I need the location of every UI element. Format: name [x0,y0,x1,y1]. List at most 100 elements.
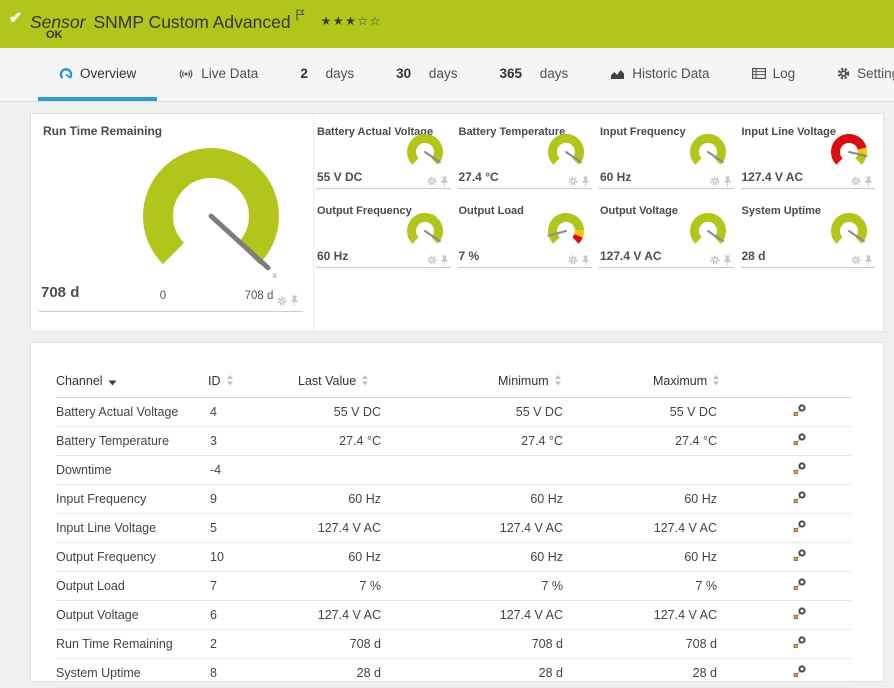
gauge-tile-input-frequency[interactable]: Input Frequency 60 Hz [599,123,734,189]
channel-settings-icon[interactable] [793,636,806,649]
flag-icon[interactable] [296,5,305,25]
channel-settings-icon[interactable] [793,462,806,475]
channel-settings-icon[interactable] [793,404,806,417]
table-row[interactable]: Battery Actual Voltage 4 55 V DC 55 V DC 55 … [56,397,851,427]
gauge-value: 708 d [41,284,80,301]
gear-icon[interactable] [710,255,720,266]
gear-icon [837,67,850,80]
pin-icon[interactable] [290,293,299,311]
gauge-tile-output-load[interactable]: Output Load 7 % [457,202,592,268]
cell-id: 5 [208,513,298,543]
gauge-tile-output-frequency[interactable]: Output Frequency 60 Hz [316,202,451,268]
cell-last: 55 V DC [298,397,498,427]
gauge-value: 60 Hz [600,170,632,184]
cell-id: 10 [208,542,298,572]
tab-365-days[interactable]: 365 days [478,48,589,101]
gauge-scale-max: 708 d [244,290,274,302]
column-label: Maximum [653,374,708,388]
gauge-title: Output Frequency [317,205,412,217]
gauge-tile-output-voltage[interactable]: Output Voltage 127.4 V AC [599,202,734,268]
pin-icon[interactable] [864,255,873,266]
channels-table: Channel ID Last Value Minimum Maximum Batter… [56,369,851,688]
column-header-last-value[interactable]: Last Value [298,369,498,398]
tab-live-data[interactable]: Live Data [157,48,279,101]
gauge-tile-battery-actual-voltage[interactable]: Battery Actual Voltage 55 V DC [316,123,451,189]
main-gauge-run-time-remaining[interactable]: Run Time Remaining x 0 708 d 708 d [31,114,314,331]
gauge-chart [826,211,872,251]
table-row[interactable]: Battery Temperature 3 27.4 °C 27.4 °C 27.4 °… [56,426,851,456]
tab-2-days[interactable]: 2 days [279,48,375,101]
table-row[interactable]: Input Line Voltage 5 127.4 V AC 127.4 V AC 1… [56,513,851,543]
tab-30-days[interactable]: 30 days [375,48,478,101]
tab-overview[interactable]: Overview [38,48,158,101]
channels-table-panel: Channel ID Last Value Minimum Maximum Batter… [30,342,884,688]
star-filled-icon[interactable]: ★ [345,14,358,28]
gauge-chart [402,211,448,251]
cell-max [653,455,793,485]
pin-icon[interactable] [581,176,590,187]
star-filled-icon[interactable]: ★ [332,14,346,28]
cell-max: 127.4 V AC [653,600,793,630]
tab-label: Live Data [201,66,259,81]
star-empty-icon[interactable]: ☆ [369,14,382,28]
cell-channel: Battery Temperature [56,426,208,456]
table-row[interactable]: System Uptime 8 28 d 28 d 28 d [56,658,851,688]
gear-icon[interactable] [277,293,287,311]
star-empty-icon[interactable]: ☆ [357,14,370,28]
column-header-id[interactable]: ID [208,369,298,398]
channel-settings-icon[interactable] [793,433,806,446]
gauge-icon [59,67,73,80]
table-row[interactable]: Downtime -4 [56,455,851,485]
pin-icon[interactable] [581,255,590,266]
cell-channel: Output Load [56,571,208,601]
pin-icon[interactable] [440,255,449,266]
channel-settings-icon[interactable] [793,491,806,504]
gauge-title: System Uptime [741,205,821,217]
cell-settings [793,600,851,630]
gauge-tile-battery-temperature[interactable]: Battery Temperature 27.4 °C [457,123,592,189]
pin-icon[interactable] [723,255,732,266]
pin-icon[interactable] [723,176,732,187]
cell-last: 127.4 V AC [298,513,498,543]
column-header-channel[interactable]: Channel [56,369,208,398]
live-icon [178,68,194,80]
column-header-maximum[interactable]: Maximum [653,369,793,398]
column-header-minimum[interactable]: Minimum [498,369,653,398]
table-row[interactable]: Output Voltage 6 127.4 V AC 127.4 V AC 127.4… [56,600,851,630]
cell-channel: Input Line Voltage [56,513,208,543]
star-filled-icon[interactable]: ★ [320,14,333,28]
tab-settings[interactable]: Settings [816,48,894,101]
tab-log[interactable]: Log [731,48,817,101]
tab-label: days [539,66,569,81]
gauge-tile-input-line-voltage[interactable]: Input Line Voltage 127.4 V AC [740,123,875,189]
gear-icon[interactable] [851,176,861,187]
chart-icon [610,68,625,80]
table-row[interactable]: Run Time Remaining 2 708 d 708 d 708 d [56,629,851,659]
priority-stars[interactable]: ★★★☆☆ [321,14,382,28]
channel-settings-icon[interactable] [793,665,806,678]
gear-icon[interactable] [568,255,578,266]
pin-icon[interactable] [440,176,449,187]
table-row[interactable]: Output Load 7 7 % 7 % 7 % [56,571,851,601]
gear-icon[interactable] [851,255,861,266]
table-row[interactable]: Output Frequency 10 60 Hz 60 Hz 60 Hz [56,542,851,572]
cell-id: 7 [208,571,298,601]
pin-icon[interactable] [864,176,873,187]
channel-settings-icon[interactable] [793,520,806,533]
table-row[interactable]: Input Frequency 9 60 Hz 60 Hz 60 Hz [56,484,851,514]
tab-historic-data[interactable]: Historic Data [589,48,730,101]
gear-icon[interactable] [710,176,720,187]
gauge-tile-system-uptime[interactable]: System Uptime 28 d [740,202,875,268]
channel-settings-icon[interactable] [793,578,806,591]
gauge-title: Output Load [458,205,524,217]
cell-min: 27.4 °C [498,426,653,456]
cell-max: 27.4 °C [653,426,793,456]
cell-max: 7 % [653,571,793,601]
sensor-name: SNMP Custom Advanced [93,12,291,32]
gear-icon[interactable] [568,176,578,187]
channel-settings-icon[interactable] [793,607,806,620]
cell-last: 708 d [298,629,498,659]
gear-icon[interactable] [427,176,437,187]
channel-settings-icon[interactable] [793,549,806,562]
gear-icon[interactable] [427,255,437,266]
